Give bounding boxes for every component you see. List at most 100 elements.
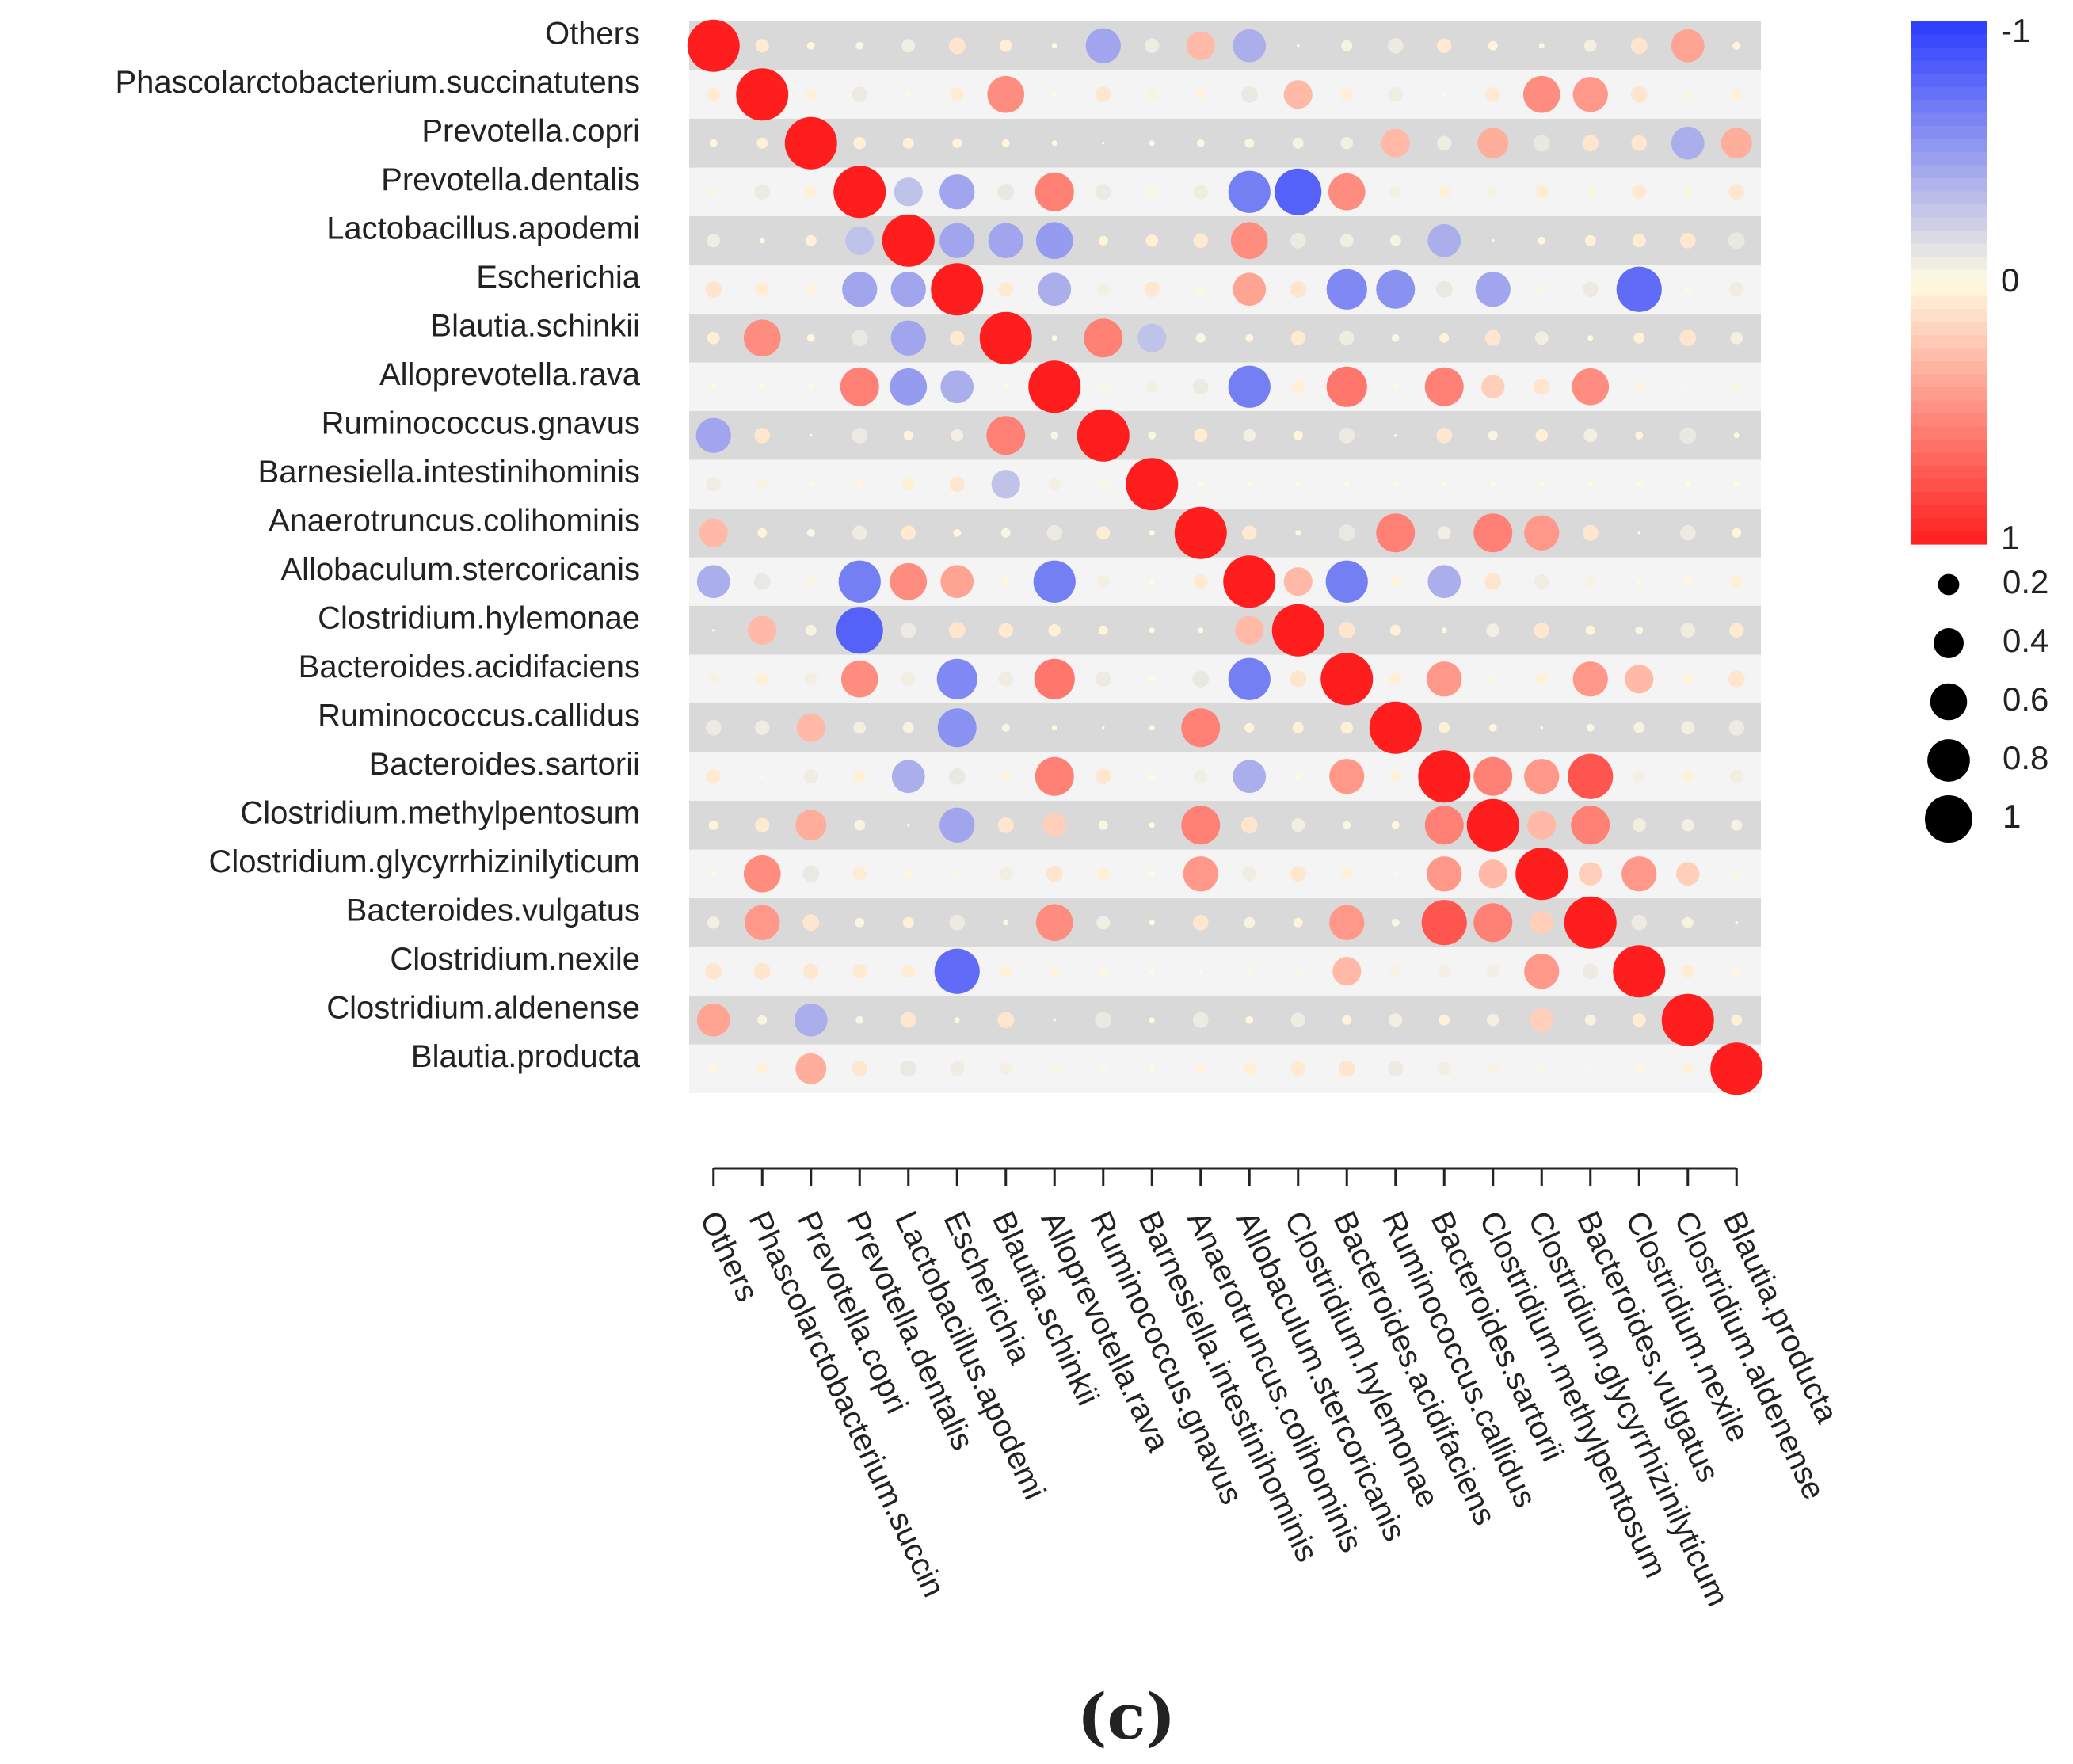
correlation-dot: [1393, 433, 1397, 437]
color-scale-legend: -1 0 1: [1911, 12, 2030, 556]
correlation-dot: [1244, 916, 1256, 928]
y-tick-label: Clostridium.nexile: [390, 942, 640, 977]
correlation-dot: [1126, 458, 1179, 511]
correlation-dot: [1477, 128, 1509, 159]
x-axis: OthersPhascolarctobacterium.succinPrevot…: [693, 1167, 1845, 1612]
row-band: [689, 21, 1761, 70]
correlation-dot: [1137, 323, 1167, 352]
correlation-dot: [1582, 281, 1599, 298]
correlation-dot: [852, 86, 868, 103]
correlation-dot: [1050, 966, 1060, 977]
correlation-dot: [1149, 627, 1155, 634]
correlation-dot: [804, 672, 817, 686]
correlation-dot: [1101, 141, 1105, 145]
correlation-dot: [1228, 170, 1271, 213]
correlation-dot: [1242, 867, 1257, 882]
correlation-dot: [987, 75, 1025, 113]
correlation-dot: [1578, 862, 1602, 886]
correlation-dot: [1228, 657, 1271, 700]
size-legend-label: 0.8: [2003, 739, 2048, 776]
correlation-dot: [1530, 1008, 1554, 1032]
correlation-dot: [950, 87, 964, 101]
correlation-dot: [1048, 623, 1061, 637]
correlation-dot: [1095, 1012, 1112, 1029]
correlation-dot: [1000, 772, 1011, 782]
color-scale-step: [1911, 295, 1987, 310]
correlation-dot: [1524, 515, 1560, 551]
color-scale-step: [1911, 243, 1987, 257]
correlation-dot: [743, 319, 781, 357]
y-axis-labels: Others Phascolarctobacterium.succinatuten…: [115, 17, 640, 1075]
correlation-dot: [1582, 963, 1599, 980]
correlation-dot: [1635, 626, 1644, 634]
correlation-dot: [707, 331, 720, 345]
correlation-dot: [1244, 722, 1255, 733]
correlation-dot: [1050, 431, 1059, 440]
correlation-dot: [842, 272, 878, 307]
correlation-dot: [1437, 135, 1452, 150]
correlation-dot: [838, 560, 881, 603]
correlation-dot: [1291, 380, 1305, 394]
correlation-dot: [1524, 759, 1560, 794]
size-legend-dot: [1925, 795, 1972, 843]
y-tick-label: Clostridium.aldenense: [326, 991, 640, 1026]
size-legend-dot: [1930, 683, 1968, 721]
correlation-dot: [1585, 187, 1595, 197]
correlation-dot: [1003, 383, 1009, 390]
y-tick-label: Alloprevotella.rava: [379, 357, 641, 392]
correlation-dot: [1685, 481, 1691, 487]
correlation-dot: [949, 476, 966, 493]
correlation-dot: [1050, 1064, 1060, 1074]
correlation-dot: [1730, 331, 1743, 345]
correlation-dot: [1680, 623, 1695, 638]
y-tick-label: Bacteroides.vulgatus: [346, 893, 640, 928]
correlation-dot: [805, 624, 817, 636]
row-band: [689, 314, 1761, 363]
correlation-dot: [1534, 574, 1549, 589]
correlation-dot: [953, 870, 962, 878]
correlation-dot: [1340, 88, 1354, 101]
correlation-dot: [1390, 577, 1400, 587]
correlation-dot: [1292, 137, 1304, 149]
correlation-dot: [1473, 903, 1513, 943]
color-scale-step: [1911, 152, 1987, 166]
correlation-dot: [1731, 1014, 1743, 1026]
correlation-dot: [1244, 138, 1255, 148]
correlation-dot: [1148, 431, 1157, 440]
correlation-dot: [1193, 185, 1208, 200]
correlation-dot: [1149, 530, 1155, 536]
correlation-dot: [795, 810, 827, 841]
correlation-dot: [988, 223, 1023, 258]
correlation-dot: [687, 19, 740, 72]
correlation-dot: [1144, 281, 1160, 298]
correlation-dot: [1439, 1014, 1450, 1026]
correlation-dot: [1387, 37, 1404, 54]
correlation-dot: [1376, 513, 1416, 553]
color-scale-step: [1911, 60, 1987, 74]
correlation-dot: [806, 528, 815, 537]
correlation-dot: [1149, 725, 1155, 731]
y-tick-label: Bacteroides.sartorii: [369, 747, 640, 782]
color-scale-step: [1911, 492, 1987, 506]
correlation-dot: [1328, 173, 1366, 211]
correlation-dot: [986, 416, 1026, 455]
correlation-dot: [1149, 1065, 1155, 1072]
correlation-dot: [1681, 818, 1694, 832]
correlation-dot: [1228, 365, 1271, 408]
correlation-dot: [1042, 813, 1067, 837]
y-tick-label: Blautia.producta: [411, 1039, 641, 1074]
correlation-dot: [1524, 954, 1560, 989]
correlation-dot: [1275, 168, 1322, 215]
correlation-dot: [902, 916, 914, 928]
correlation-dot: [1098, 235, 1108, 246]
correlation-dot: [1085, 28, 1121, 63]
correlation-dot: [1584, 576, 1596, 588]
correlation-dot: [1193, 233, 1208, 248]
correlation-dot: [1233, 760, 1267, 794]
correlation-dot: [854, 819, 866, 831]
correlation-dot: [1148, 188, 1157, 196]
row-band: [689, 411, 1761, 460]
correlation-dot: [745, 905, 780, 940]
correlation-dot: [1487, 186, 1499, 198]
correlation-dot: [1732, 528, 1742, 538]
